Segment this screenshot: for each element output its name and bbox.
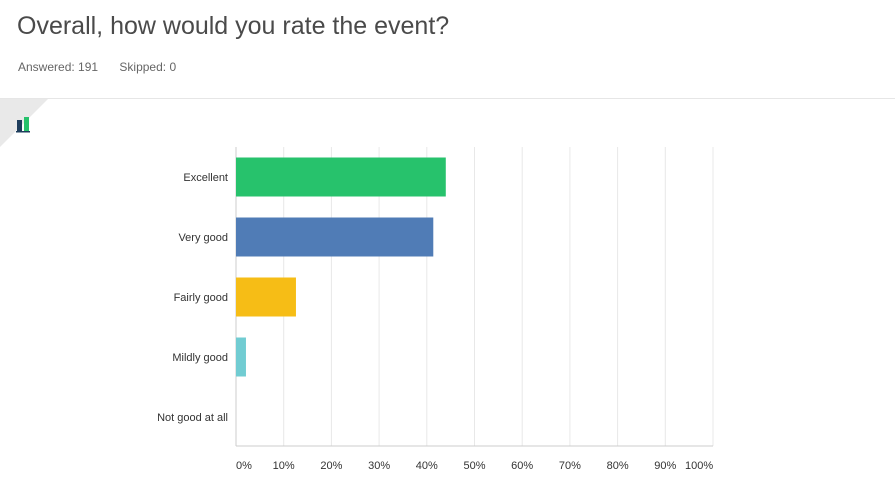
x-tick-label: 60% xyxy=(511,460,533,472)
x-tick-label: 90% xyxy=(654,460,676,472)
bar-chart-icon[interactable] xyxy=(13,113,35,135)
x-tick-label: 70% xyxy=(559,460,581,472)
x-tick-label: 50% xyxy=(463,460,485,472)
answered-count: Answered: 191 xyxy=(18,60,99,74)
category-label: Mildly good xyxy=(172,352,228,364)
x-tick-label: 80% xyxy=(607,460,629,472)
skipped-count: Skipped: 0 xyxy=(119,60,177,74)
question-title: Overall, how would you rate the event? xyxy=(17,12,450,40)
bar-mildly-good xyxy=(236,337,246,377)
category-label: Very good xyxy=(178,232,228,244)
question-header: Overall, how would you rate the event? A… xyxy=(0,0,895,99)
response-stats: Answered: 191 Skipped: 0 xyxy=(18,60,194,74)
x-tick-label: 30% xyxy=(368,460,390,472)
x-tick-label: 40% xyxy=(416,460,438,472)
x-tick-label: 0% xyxy=(236,460,252,472)
x-tick-label: 100% xyxy=(685,460,713,472)
category-label: Excellent xyxy=(183,172,228,184)
category-label: Not good at all xyxy=(157,412,228,424)
bar-fairly-good xyxy=(236,277,296,317)
bar-very-good xyxy=(236,217,434,257)
x-tick-label: 20% xyxy=(320,460,342,472)
x-tick-label: 10% xyxy=(273,460,295,472)
bar-excellent xyxy=(236,157,446,197)
category-label: Fairly good xyxy=(174,292,228,304)
